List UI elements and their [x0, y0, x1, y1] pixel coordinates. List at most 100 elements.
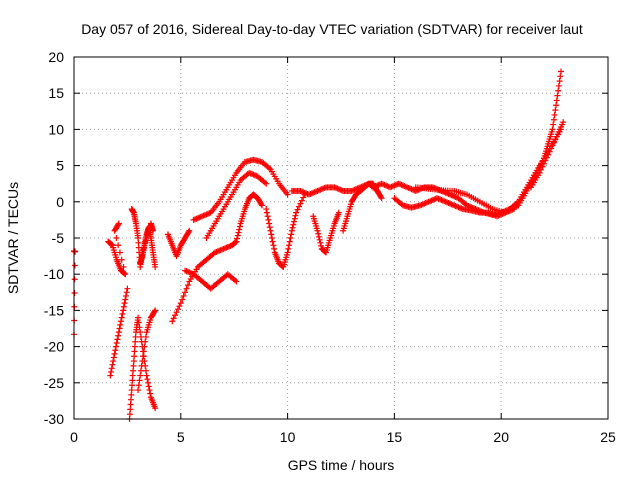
data-point	[550, 116, 557, 123]
data-point	[144, 376, 151, 383]
data-point	[291, 218, 298, 225]
series-arc-15	[310, 209, 342, 256]
data-point	[118, 314, 125, 321]
data-point	[141, 343, 148, 350]
data-point	[137, 372, 144, 379]
data-point	[110, 354, 117, 361]
data-point	[268, 235, 275, 241]
data-point	[314, 227, 321, 234]
data-point	[233, 278, 240, 285]
data-point	[265, 216, 272, 223]
data-point	[295, 203, 302, 210]
data-point	[236, 226, 243, 233]
data-point	[120, 307, 127, 314]
data-point	[317, 239, 324, 246]
data-point	[550, 139, 557, 146]
data-point	[267, 227, 274, 234]
data-point	[536, 169, 543, 176]
data-point	[378, 195, 385, 202]
data-point	[289, 224, 296, 231]
x-tick-label: 20	[493, 429, 509, 445]
data-point	[140, 353, 147, 360]
data-point	[122, 296, 129, 303]
data-point	[137, 367, 144, 374]
data-point	[377, 193, 384, 200]
series-arc-8	[169, 238, 240, 325]
x-tick-label: 5	[177, 429, 185, 445]
data-point	[121, 270, 128, 277]
data-point	[542, 157, 549, 164]
data-point	[553, 102, 560, 109]
data-point	[123, 289, 130, 296]
data-point	[120, 263, 127, 270]
data-point	[552, 136, 559, 143]
x-tick-label: 25	[600, 429, 616, 445]
data-point	[183, 285, 190, 292]
data-point	[558, 68, 565, 75]
data-point	[115, 220, 122, 227]
data-point	[551, 111, 558, 118]
data-point	[151, 308, 158, 315]
data-point	[113, 339, 120, 346]
data-point	[119, 311, 126, 318]
series-arc-4	[135, 307, 159, 394]
data-point	[115, 242, 122, 249]
data-point	[271, 245, 278, 252]
axis-ticks: 0 5 10 15 20 25 -30 -25 -20 -15 -10 -5 0 5 10 15 20	[44, 49, 616, 445]
data-point	[71, 290, 78, 297]
data-point	[288, 227, 295, 234]
data-point	[118, 256, 125, 263]
data-point	[111, 350, 118, 357]
data-point	[116, 325, 123, 332]
data-point	[169, 318, 176, 325]
data-point	[284, 249, 291, 256]
y-tick-label: 20	[48, 49, 64, 65]
data-point	[236, 223, 243, 230]
data-point	[143, 372, 150, 379]
data-point	[145, 383, 152, 390]
series-arc-22	[528, 119, 567, 191]
data-point	[108, 241, 115, 248]
data-point	[539, 163, 546, 170]
data-point	[266, 220, 273, 227]
data-points	[71, 68, 567, 422]
data-point	[318, 242, 325, 249]
data-point	[538, 166, 545, 173]
data-point	[117, 321, 124, 328]
data-point	[546, 148, 553, 155]
data-point	[316, 236, 323, 243]
data-point	[560, 119, 567, 126]
data-point	[284, 191, 291, 198]
data-point	[138, 362, 145, 369]
data-point	[270, 242, 277, 249]
data-point	[549, 142, 556, 149]
data-point	[124, 285, 131, 292]
y-tick-label: 5	[56, 158, 64, 174]
series-arc-18	[391, 195, 518, 220]
series-arc-1	[105, 220, 129, 278]
data-point	[554, 92, 561, 99]
data-point	[177, 300, 184, 307]
series-outlier-early	[71, 248, 79, 338]
data-point	[291, 215, 298, 222]
data-point	[107, 372, 114, 379]
series-arc-6	[137, 224, 159, 270]
data-point	[185, 228, 192, 235]
y-tick-label: -15	[44, 302, 64, 318]
data-point	[555, 87, 562, 94]
data-point	[152, 263, 159, 270]
data-point	[109, 361, 116, 368]
x-tick-label: 10	[280, 429, 296, 445]
data-point	[146, 387, 153, 394]
series-arc-13	[263, 191, 308, 270]
x-tick-label: 15	[387, 429, 403, 445]
series-arc-12	[233, 191, 265, 245]
data-point	[285, 245, 292, 252]
data-point	[172, 312, 179, 319]
series-arc-16	[340, 180, 385, 234]
data-point	[115, 329, 122, 336]
data-point	[72, 248, 79, 255]
data-point	[557, 73, 564, 80]
data-point	[548, 145, 555, 152]
